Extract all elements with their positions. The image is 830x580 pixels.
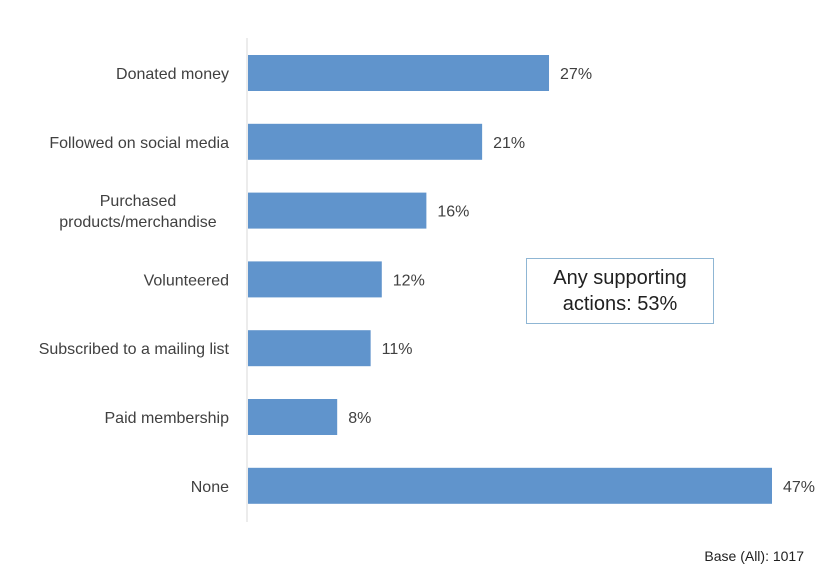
value-label: 16% [437,204,469,221]
value-label: 47% [783,479,815,496]
base-footnote: Base (All): 1017 [704,548,804,564]
summary-callout-text: Any supporting actions: 53% [553,267,687,315]
bar [248,261,382,298]
category-label: Donated money [116,66,229,83]
category-label: Followed on social media [49,135,229,152]
summary-callout: Any supporting actions: 53% [526,258,714,324]
bar [248,55,550,91]
category-label: None [191,479,229,496]
bar [248,467,772,504]
category-label: Paid membership [105,410,230,427]
bar [248,399,338,435]
bars-layer: 27% Donated money 21% Followed on social me… [39,55,815,504]
category-label: products/merchandise [59,214,217,231]
category-label: Volunteered [144,272,229,289]
bar [248,192,427,229]
category-label: Subscribed to a mailing list [39,341,230,358]
value-label: 12% [393,272,425,289]
value-label: 21% [493,135,525,152]
bar [248,123,483,160]
bar [248,330,371,367]
value-label: 27% [560,66,592,83]
category-label: Purchased [100,193,177,210]
value-label: 11% [382,341,413,358]
value-label: 8% [348,410,371,427]
